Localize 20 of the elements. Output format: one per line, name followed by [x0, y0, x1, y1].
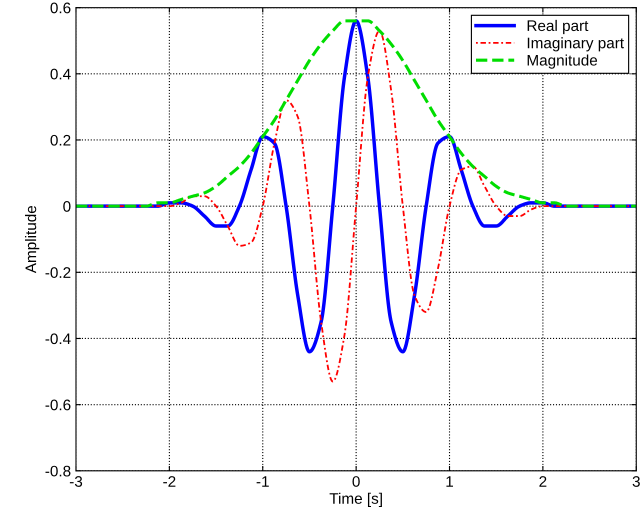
- y-tick-label: 0.2: [50, 134, 70, 146]
- legend-label: Real part: [528, 20, 588, 34]
- y-tick-label: 0.4: [50, 68, 71, 80]
- x-tick-label: 1: [446, 476, 454, 487]
- y-tick-label: -0.6: [45, 400, 70, 410]
- legend-label: Imaginary part: [528, 37, 624, 52]
- y-tick-label: -0.8: [45, 466, 70, 477]
- y-tick-label: 0: [63, 201, 71, 212]
- y-tick-label: -0.4: [45, 333, 71, 344]
- x-tick-label: 0: [352, 476, 360, 487]
- x-tick-label: -1: [256, 476, 269, 487]
- y-tick-label: -0.2: [45, 267, 70, 278]
- y-axis-title: Amplitude: [25, 206, 40, 274]
- legend-label: Magnitude: [528, 54, 598, 69]
- y-tick-label: 0.6: [50, 2, 70, 14]
- x-tick-label: 3: [632, 476, 640, 487]
- x-axis-title: Time [s]: [330, 492, 382, 507]
- x-tick-label: -2: [163, 476, 176, 487]
- x-tick-label: 2: [539, 476, 546, 487]
- x-tick-label: -3: [70, 476, 82, 487]
